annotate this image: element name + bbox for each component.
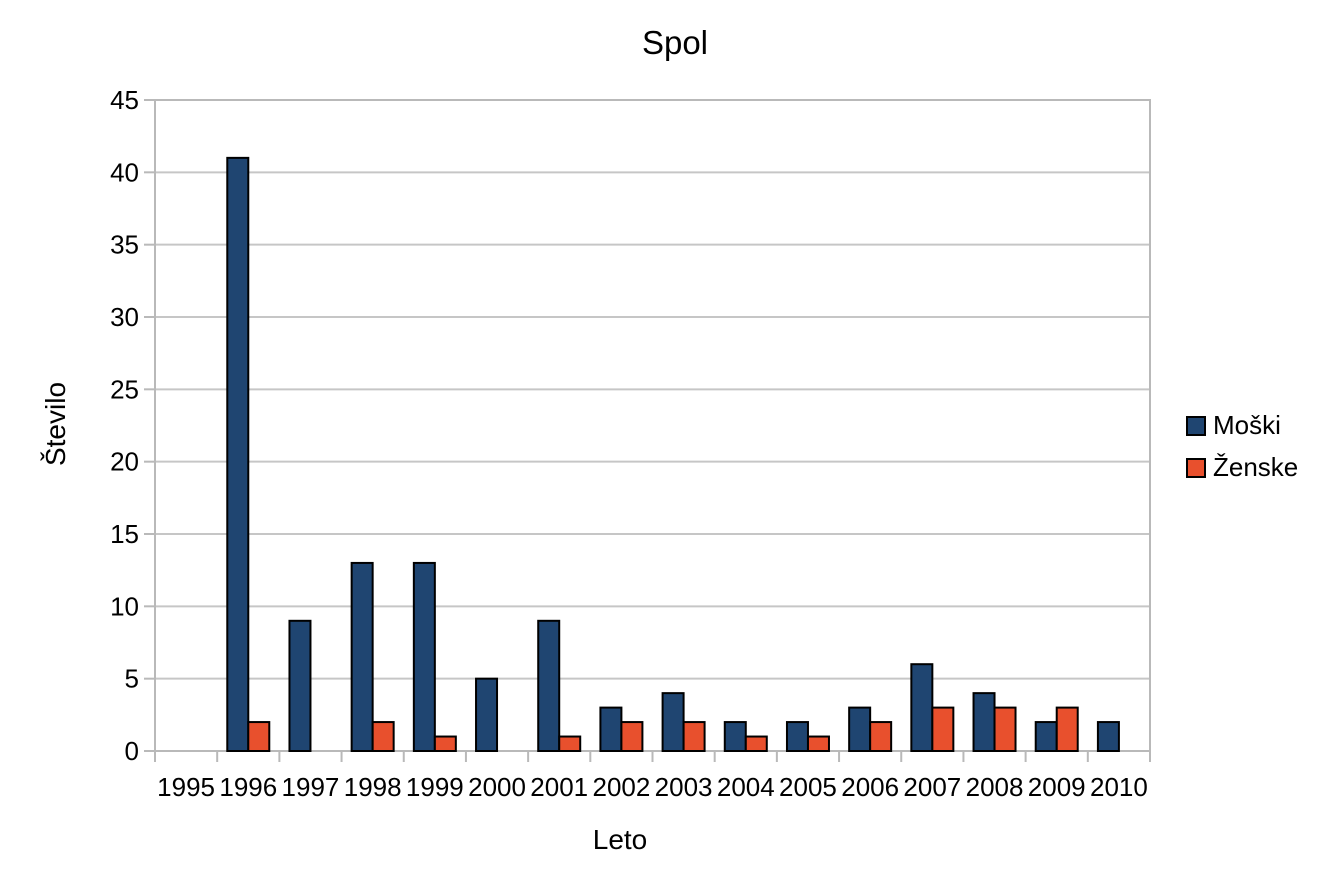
y-tick-label-30: 30 [110, 302, 139, 332]
bar-zenske-2002 [620, 721, 644, 752]
y-tick-label-35: 35 [110, 230, 139, 260]
bar-moski-2009 [1034, 721, 1058, 752]
x-tick-label-1995: 1995 [157, 772, 215, 802]
x-tick-label-2009: 2009 [1028, 772, 1086, 802]
x-tick-label-2001: 2001 [530, 772, 588, 802]
x-tick-label-2002: 2002 [592, 772, 650, 802]
y-tick-label-0: 0 [125, 736, 139, 766]
x-tick-label-2008: 2008 [966, 772, 1024, 802]
bar-zenske-1998 [371, 721, 395, 752]
bar-moski-2005 [785, 721, 809, 752]
bar-zenske-2004 [744, 735, 768, 752]
bar-moski-1998 [350, 561, 374, 753]
y-tick-label-15: 15 [110, 519, 139, 549]
x-tick-label-2010: 2010 [1090, 772, 1148, 802]
bar-zenske-2007 [931, 706, 955, 752]
y-tick-label-45: 45 [110, 85, 139, 115]
y-tick-label-5: 5 [125, 664, 139, 694]
bar-moski-2008 [972, 692, 996, 753]
bar-moski-1997 [288, 619, 312, 752]
bar-zenske-2001 [558, 735, 582, 752]
bar-zenske-1999 [433, 735, 457, 752]
x-tick-label-2003: 2003 [655, 772, 713, 802]
x-tick-label-1997: 1997 [282, 772, 340, 802]
legend-swatch-moski-icon [1186, 415, 1206, 436]
x-tick-label-2004: 2004 [717, 772, 775, 802]
x-tick-label-2006: 2006 [841, 772, 899, 802]
x-tick-label-1998: 1998 [344, 772, 402, 802]
legend-item-zenske: Ženske [1186, 452, 1298, 483]
legend: Moški Ženske [1186, 410, 1298, 494]
bar-zenske-2003 [682, 721, 706, 752]
bar-zenske-2008 [993, 706, 1017, 752]
bar-moski-2007 [910, 663, 934, 753]
y-tick-label-40: 40 [110, 157, 139, 187]
chart-title: Spol [641, 24, 709, 61]
bar-moski-2004 [723, 721, 747, 752]
bar-moski-1996 [226, 156, 250, 753]
x-tick-label-2005: 2005 [779, 772, 837, 802]
bar-zenske-2009 [1055, 706, 1079, 752]
bar-moski-2003 [661, 692, 685, 753]
legend-swatch-zenske-icon [1186, 457, 1206, 478]
x-tick-label-1999: 1999 [406, 772, 464, 802]
bar-moski-1999 [412, 561, 436, 753]
legend-label-moski: Moški [1213, 410, 1281, 440]
x-tick-label-2007: 2007 [903, 772, 961, 802]
bar-moski-2006 [848, 706, 872, 752]
y-tick-label-10: 10 [110, 591, 139, 621]
bar-moski-2002 [599, 706, 623, 752]
bar-zenske-2006 [869, 721, 893, 752]
bar-moski-2001 [537, 619, 561, 752]
x-tick-label-2000: 2000 [468, 772, 526, 802]
x-tick-label-1996: 1996 [219, 772, 277, 802]
bar-moski-2000 [475, 677, 499, 753]
bar-moski-2010 [1096, 721, 1120, 752]
y-tick-label-25: 25 [110, 374, 139, 404]
x-axis-title: Leto [592, 824, 648, 855]
bar-zenske-2005 [806, 735, 830, 752]
y-tick-label-20: 20 [110, 447, 139, 477]
legend-label-zenske: Ženske [1213, 452, 1299, 482]
legend-item-moski: Moški [1186, 410, 1298, 441]
y-axis-title: Število [40, 381, 71, 467]
bar-zenske-1996 [247, 721, 271, 752]
